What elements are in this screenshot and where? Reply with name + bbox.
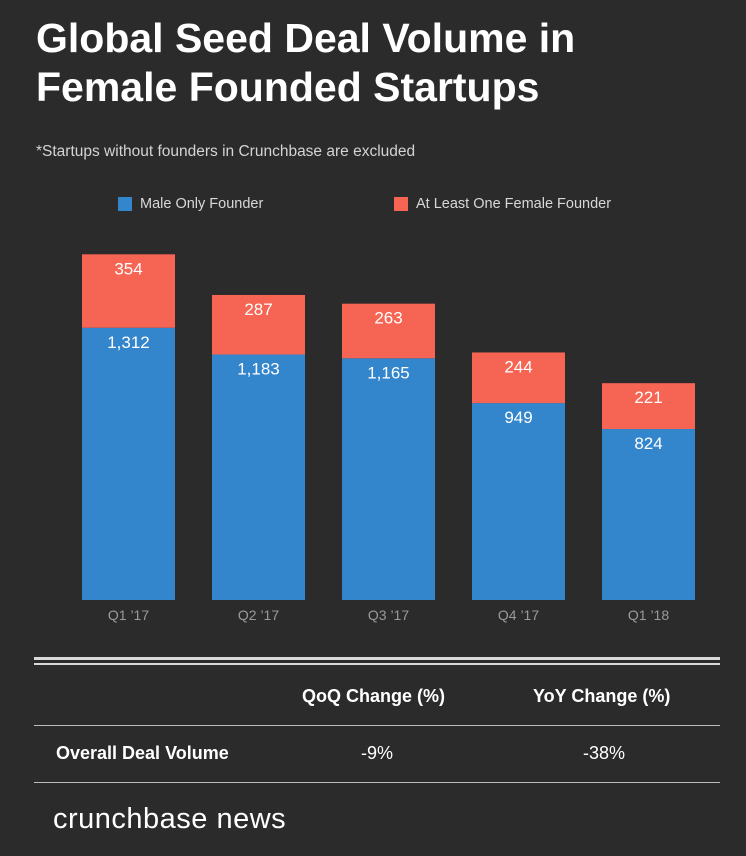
x-tick-label-0: Q1 ’17 xyxy=(108,607,149,623)
legend-swatch-male xyxy=(118,197,132,211)
data-label-male-0: 1,312 xyxy=(107,333,150,352)
cell-qoq: -9% xyxy=(360,743,393,763)
bar-male-4 xyxy=(602,429,695,600)
bar-female-2 xyxy=(342,303,435,359)
x-tick-label-3: Q4 ’17 xyxy=(498,607,539,623)
data-label-female-0: 354 xyxy=(114,259,142,278)
row-label: Overall Deal Volume xyxy=(56,743,229,763)
bar-male-3 xyxy=(472,403,565,600)
header-yoy: YoY Change (%) xyxy=(533,686,671,706)
bar-female-4 xyxy=(602,383,695,430)
data-label-female-2: 263 xyxy=(374,309,402,328)
data-label-male-4: 824 xyxy=(634,434,662,453)
x-tick-label-4: Q1 ’18 xyxy=(628,607,669,623)
legend-label-female: At Least One Female Founder xyxy=(416,196,612,212)
data-label-female-1: 287 xyxy=(244,300,272,319)
data-label-male-1: 1,183 xyxy=(237,360,280,379)
table-header-rule xyxy=(34,725,720,726)
table-top-rule xyxy=(34,657,720,660)
data-label-female-4: 221 xyxy=(634,388,662,407)
bar-male-2 xyxy=(342,358,435,600)
cell-yoy: -38% xyxy=(582,743,626,763)
data-label-female-3: 244 xyxy=(504,357,532,376)
bar-female-0 xyxy=(82,254,175,328)
data-label-male-2: 1,165 xyxy=(367,363,410,382)
table-bottom-rule xyxy=(34,782,720,783)
brand-logo: crunchbase news xyxy=(53,803,287,835)
legend-label-male: Male Only Founder xyxy=(140,196,264,212)
header-qoq: QoQ Change (%) xyxy=(302,686,445,706)
bar-female-1 xyxy=(212,294,305,355)
stacked-bar-chart: 354 1,312 Q1 ’17 287 1,183 Q2 ’17 263 1,165 Q3 ’… xyxy=(82,254,695,623)
bar-female-3 xyxy=(472,352,565,404)
chart-title: Global Seed Deal Volume in Female Founde… xyxy=(36,15,576,110)
table-top-rule-2 xyxy=(34,663,720,665)
chart-subtitle: *Startups without founders in Crunchbase… xyxy=(36,143,416,160)
data-label-male-3: 949 xyxy=(504,408,532,427)
legend-swatch-female xyxy=(394,197,408,211)
bar-male-0 xyxy=(82,327,175,600)
x-tick-label-1: Q2 ’17 xyxy=(238,607,279,623)
x-tick-label-2: Q3 ’17 xyxy=(368,607,409,623)
legend-item-female: At Least One Female Founder xyxy=(394,196,611,212)
bar-male-1 xyxy=(212,354,305,600)
legend-item-male: Male Only Founder xyxy=(118,196,263,212)
